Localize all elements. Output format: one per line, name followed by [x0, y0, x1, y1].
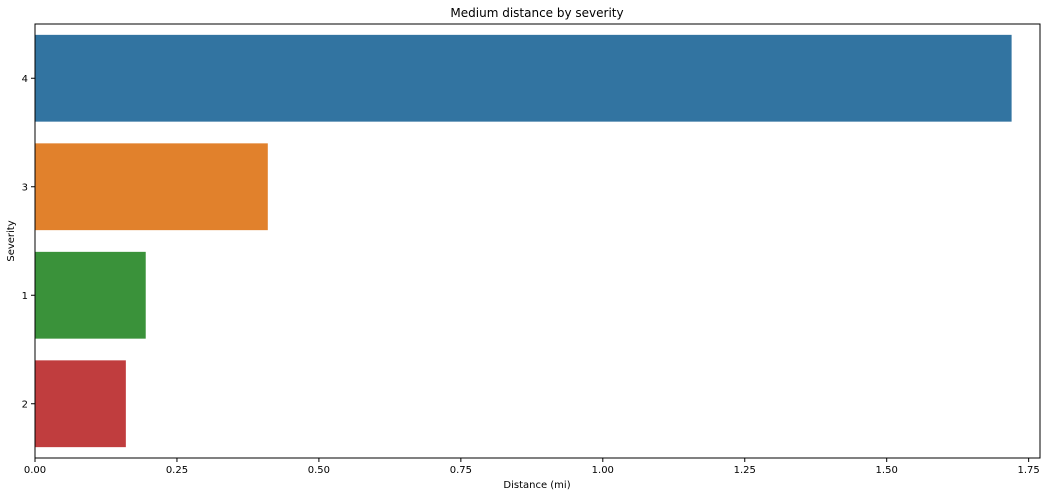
bars-layer	[35, 34, 1012, 448]
bar-severity-3	[35, 143, 268, 231]
x-tick-label: 1.50	[876, 465, 898, 476]
chart-title: Medium distance by severity	[450, 6, 623, 20]
x-tick-label: 0.00	[24, 465, 46, 476]
y-axis-label: Severity	[6, 220, 17, 261]
y-tick-label: 2	[22, 399, 28, 410]
x-tick-label: 0.25	[166, 465, 188, 476]
bar-severity-4	[35, 34, 1012, 122]
plot-frame	[34, 23, 1041, 459]
y-ticks-layer: 4 3 1 2	[22, 74, 35, 410]
x-tick-label: 1.00	[592, 465, 614, 476]
y-tick-label: 4	[22, 74, 28, 85]
x-tick-label: 1.25	[734, 465, 756, 476]
x-axis-label: Distance (mi)	[503, 480, 570, 491]
x-ticks-layer: 0.00 0.25 0.50 0.75 1.00 1.25 1.50 1.75	[24, 458, 1040, 476]
bar-severity-1	[35, 251, 146, 339]
x-tick-label: 1.75	[1018, 465, 1040, 476]
bar-severity-2	[35, 360, 126, 448]
y-tick-label: 3	[22, 182, 28, 193]
y-tick-label: 1	[22, 291, 28, 302]
x-tick-label: 0.75	[450, 465, 472, 476]
x-tick-label: 0.50	[308, 465, 330, 476]
